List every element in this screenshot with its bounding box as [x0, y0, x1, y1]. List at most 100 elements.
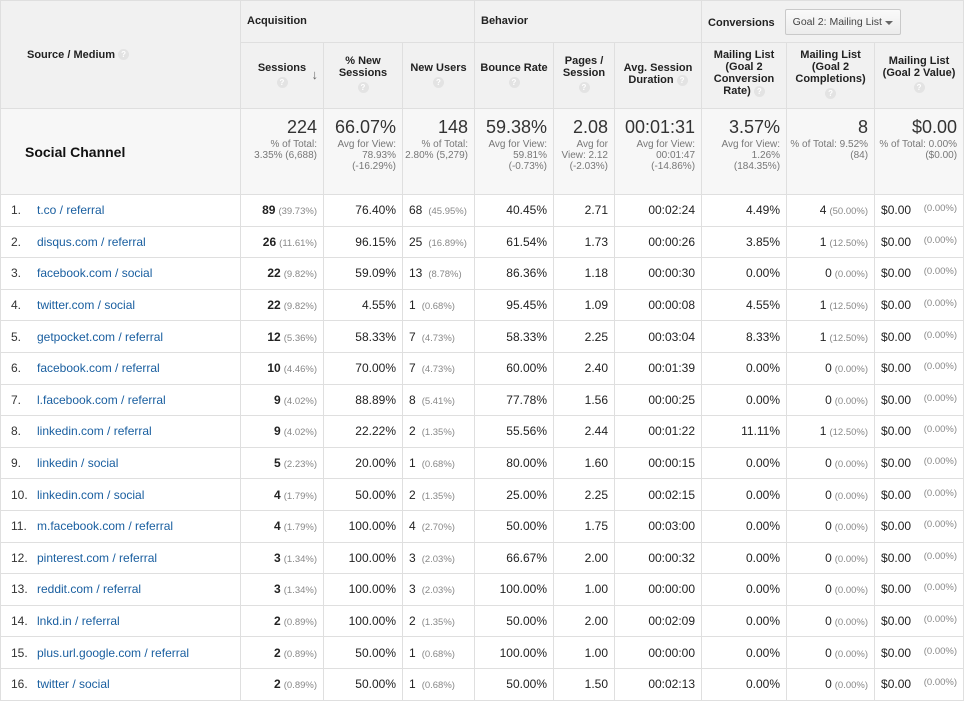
avg-session-cell: 00:02:15: [613, 478, 703, 511]
source-link[interactable]: linkedin.com / social: [37, 487, 145, 502]
table-row[interactable]: 2. disqus.com / referral 26 (11.61%) 96.15…: [0, 225, 964, 259]
new-users-value: 13: [409, 266, 423, 281]
goal-value: $0.00: [881, 203, 912, 218]
new-users-percent: (4.73%): [421, 332, 455, 344]
source-link[interactable]: facebook.com / social: [37, 266, 153, 281]
table-row[interactable]: 4. twitter.com / social 22 (9.82%) 4.55% 1…: [0, 288, 964, 322]
table-row[interactable]: 15. plus.url.google.com / referral 2 (0.89…: [0, 636, 964, 669]
source-link[interactable]: linkedin / social: [37, 456, 119, 471]
summary-new-users: 148% of Total: 2.80% (5,279): [402, 108, 475, 195]
table-row[interactable]: 12. pinterest.com / referral 3 (1.34%) 100…: [0, 541, 964, 575]
help-icon[interactable]: ?: [118, 49, 130, 61]
table-row[interactable]: 6. facebook.com / referral 10 (4.46%) 70.0…: [0, 351, 964, 385]
row-index: 7.: [11, 392, 22, 407]
new-sessions-cell: 88.89%: [323, 383, 403, 417]
source-link[interactable]: reddit.com / referral: [37, 582, 142, 597]
table-row[interactable]: 5. getpocket.com / referral 12 (5.36%) 58.…: [0, 320, 964, 353]
goal-value-cell: $0.00 (0.00%): [874, 320, 964, 353]
help-icon[interactable]: ?: [753, 85, 765, 97]
new-users-value: 7: [409, 329, 416, 344]
new-sessions-cell: 20.00%: [323, 446, 403, 480]
new-users-column-header[interactable]: New Users ?: [402, 42, 475, 109]
avg-session-cell: 00:00:30: [613, 257, 703, 290]
pages-session-column-header[interactable]: Pages / Session ?: [553, 42, 615, 109]
source-link[interactable]: disqus.com / referral: [37, 234, 146, 249]
help-icon[interactable]: ?: [433, 77, 444, 88]
completions-value: 0: [825, 550, 832, 565]
avg-session-cell: 00:00:25: [613, 383, 703, 417]
new-users-value: 8: [409, 392, 416, 407]
source-link[interactable]: getpocket.com / referral: [37, 329, 164, 344]
source-link[interactable]: facebook.com / referral: [37, 361, 160, 376]
conversion-rate-column-header[interactable]: Mailing List (Goal 2 Conversion Rate)?: [701, 42, 788, 109]
completions-column-header[interactable]: Mailing List (Goal 2 Completions) ?: [786, 42, 876, 109]
source-link[interactable]: m.facebook.com / referral: [37, 519, 174, 534]
help-icon[interactable]: ?: [825, 88, 837, 99]
source-link[interactable]: lnkd.in / referral: [37, 614, 120, 629]
row-index: 1.: [11, 203, 22, 218]
completions-percent: (0.00%): [834, 553, 869, 565]
new-users-cell: 8 (5.41%): [402, 383, 475, 417]
help-icon[interactable]: ?: [276, 77, 288, 88]
source-link[interactable]: linkedin.com / referral: [37, 424, 152, 439]
source-link[interactable]: l.facebook.com / referral: [37, 392, 166, 407]
table-row[interactable]: 9. linkedin / social 5 (2.23%) 20.00% 1 (0.…: [0, 446, 964, 480]
goal-value: $0.00: [881, 234, 912, 249]
source-link[interactable]: twitter.com / social: [37, 298, 136, 313]
goal-value: $0.00: [881, 582, 912, 597]
source-link[interactable]: plus.url.google.com / referral: [37, 645, 190, 660]
new-sessions-cell: 100.00%: [323, 541, 403, 575]
new-users-value: 4: [409, 519, 416, 534]
sort-descending-icon[interactable]: ↓: [311, 67, 319, 82]
table-row[interactable]: 11. m.facebook.com / referral 4 (1.79%) 10…: [0, 509, 964, 543]
help-icon[interactable]: ?: [357, 82, 369, 93]
bounce-rate-cell: 86.36%: [474, 257, 554, 290]
table-row[interactable]: 1. t.co / referral 89 (39.73%) 76.40% 68 (4…: [0, 194, 964, 227]
sessions-percent: (5.36%): [283, 332, 317, 344]
goal-select-dropdown[interactable]: Goal 2: Mailing List: [784, 9, 901, 35]
goal-value: $0.00: [881, 614, 912, 629]
new-sessions-cell: 50.00%: [323, 636, 403, 669]
help-icon[interactable]: ?: [676, 74, 688, 86]
table-row[interactable]: 14. lnkd.in / referral 2 (0.89%) 100.00% 2…: [0, 604, 964, 638]
bounce-rate-column-header[interactable]: Bounce Rate ?: [474, 42, 554, 109]
conversion-rate-cell: 11.11%: [701, 415, 788, 448]
help-icon[interactable]: ?: [508, 77, 520, 88]
completions-cell: 0 (0.00%): [786, 351, 876, 385]
conversion-rate-cell: 8.33%: [701, 320, 788, 353]
sessions-value: 4: [274, 519, 281, 534]
goal-select-value: Goal 2: Mailing List: [792, 16, 882, 28]
summary-bounce-rate: 59.38% Avg for View: 59.81% (-0.73%): [474, 108, 554, 195]
source-medium-header[interactable]: Source / Medium?: [0, 0, 241, 109]
table-row[interactable]: 13. reddit.com / referral 3 (1.34%) 100.00…: [0, 573, 964, 606]
new-sessions-column-header[interactable]: % New Sessions ?: [323, 42, 403, 109]
conversion-rate-cell: 4.49%: [701, 194, 788, 227]
bounce-rate-cell: 50.00%: [474, 509, 554, 543]
table-row[interactable]: 7. l.facebook.com / referral 9 (4.02%) 88.…: [0, 383, 964, 417]
goal-value: $0.00: [881, 550, 912, 565]
sessions-column-header[interactable]: Sessions ? ↓: [240, 42, 324, 109]
sessions-value: 2: [274, 677, 281, 692]
pages-session-cell: 2.00: [553, 604, 615, 638]
goal-value-percent: (0.00%): [923, 361, 958, 373]
table-row[interactable]: 10. linkedin.com / social 4 (1.79%) 50.00%…: [0, 478, 964, 511]
table-row[interactable]: 3. facebook.com / social 22 (9.82%) 59.09%…: [0, 257, 964, 290]
source-cell: 12. pinterest.com / referral: [0, 541, 241, 575]
help-icon[interactable]: ?: [578, 82, 590, 93]
goal-value-column-header[interactable]: Mailing List (Goal 2 Value) ?: [874, 42, 964, 109]
table-row[interactable]: 16. twitter / social 2 (0.89%) 50.00% 1 (0.…: [0, 667, 964, 701]
row-index: 12.: [11, 550, 28, 565]
avg-session-cell: 00:03:00: [613, 509, 703, 543]
table-row[interactable]: 8. linkedin.com / referral 9 (4.02%) 22.22…: [0, 415, 964, 448]
source-link[interactable]: pinterest.com / referral: [37, 550, 158, 565]
new-users-cell: 2 (1.35%): [402, 415, 475, 448]
help-icon[interactable]: ?: [913, 82, 925, 93]
source-link[interactable]: t.co / referral: [37, 203, 105, 218]
row-index: 3.: [11, 266, 22, 281]
avg-session-duration-column-header[interactable]: Avg. Session Duration?: [613, 42, 703, 109]
completions-value: 0: [825, 677, 832, 692]
goal-value-cell: $0.00 (0.00%): [874, 225, 964, 259]
row-index: 6.: [11, 361, 22, 376]
goal-value-percent: (0.00%): [923, 392, 958, 404]
source-link[interactable]: twitter / social: [37, 677, 110, 692]
